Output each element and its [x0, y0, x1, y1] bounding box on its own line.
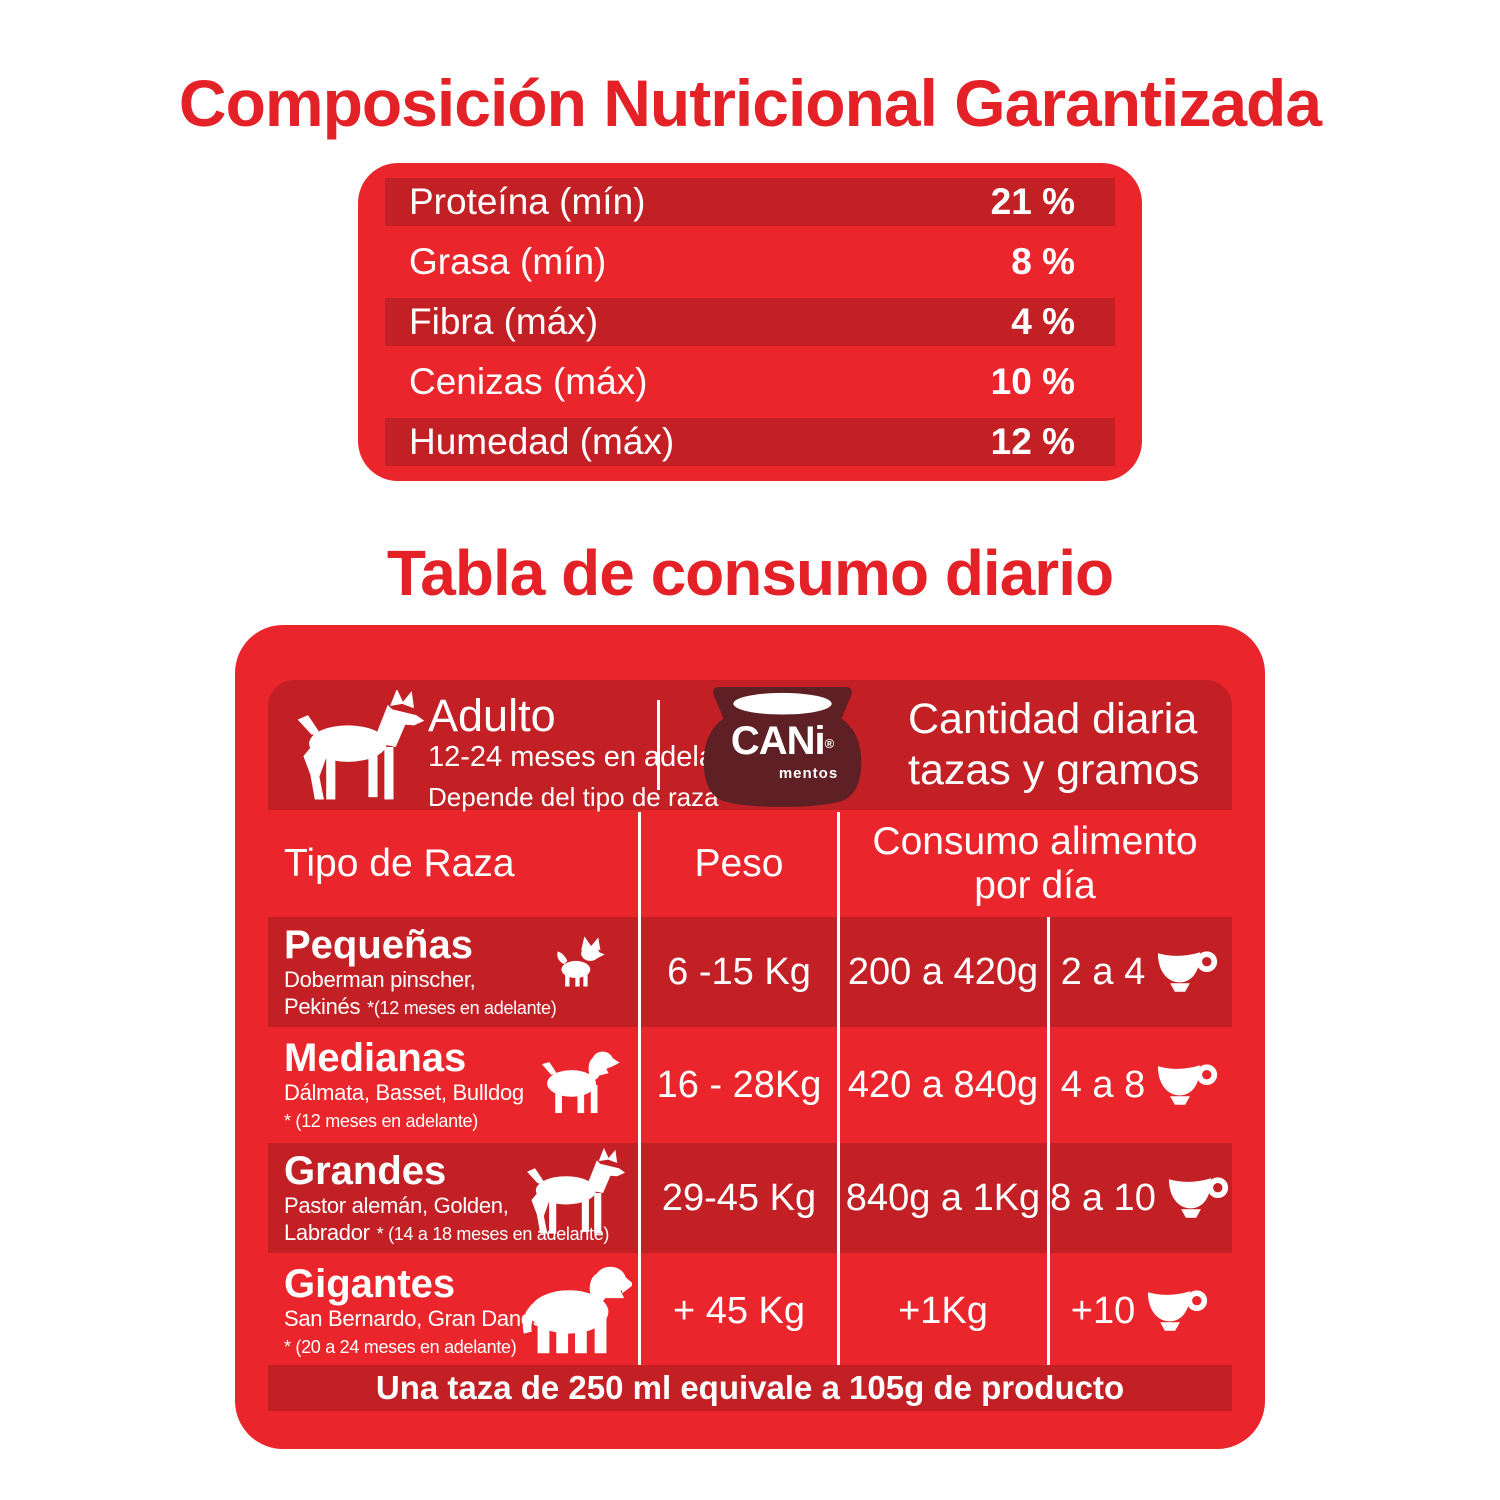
- cup-icon: [1168, 1175, 1230, 1221]
- cups-count: 2 a 4: [1060, 950, 1146, 993]
- cups-count: 4 a 8: [1060, 1063, 1146, 1106]
- consumption-title: Tabla de consumo diario: [386, 537, 1114, 609]
- breed-size-row: Gigantes San Bernardo, Gran Danés * (20 …: [268, 1256, 1232, 1366]
- weight-cell: + 45 Kg: [672, 1289, 806, 1332]
- column-headers: Tipo de Raza Peso Consumo alimento por d…: [268, 810, 1232, 917]
- breed-size-name: Gigantes: [284, 1262, 456, 1307]
- nutrition-box: Proteína (mín) 21 % Grasa (mín) 8 % Fibr…: [358, 163, 1142, 481]
- cups-cell: 4 a 8: [1048, 1062, 1232, 1108]
- nutrition-value: 12 %: [990, 421, 1075, 462]
- stage-block: Adulto 12-24 meses en adelante Depende d…: [428, 693, 755, 810]
- breed-examples: Pekinés *(12 meses en adelante): [284, 994, 557, 1019]
- nutrition-label: Grasa (mín): [409, 241, 607, 282]
- breed-size-row: Pequeñas Doberman pinscher, Pekinés *(12 …: [268, 917, 1232, 1027]
- grams-cell: 420 a 840g: [847, 1063, 1039, 1106]
- weight-cell: 6 -15 Kg: [667, 950, 811, 993]
- column-header-consumption: Consumo alimento por día: [872, 819, 1198, 907]
- column-divider: [638, 812, 641, 1366]
- breed-size-row: Medianas Dálmata, Basset, Bulldog * (12 …: [268, 1030, 1232, 1140]
- grams-cell: 840g a 1Kg: [845, 1176, 1041, 1219]
- footer-note: Una taza de 250 ml equivale a 105g de pr…: [268, 1365, 1232, 1411]
- breed-examples: Pastor alemán, Golden,: [284, 1193, 509, 1219]
- cups-cell: 2 a 4: [1048, 949, 1232, 995]
- cups-count: 8 a 10: [1050, 1176, 1156, 1219]
- daily-amount-title: Cantidad diaria tazas y gramos: [908, 695, 1200, 794]
- cup-icon: [1157, 1062, 1219, 1108]
- stage-name: Adulto: [428, 690, 556, 741]
- grams-cell: +1Kg: [898, 1289, 988, 1332]
- spaniel-dog-icon: [528, 1042, 624, 1116]
- nutrition-title: Composición Nutricional Garantizada: [178, 66, 1322, 140]
- breed-cell: Medianas Dálmata, Basset, Bulldog * (12 …: [268, 1030, 640, 1140]
- breed-size-name: Grandes: [284, 1149, 447, 1194]
- stage-age-range: 12-24 meses en adelante: [428, 741, 756, 773]
- nutrition-label: Humedad (máx): [409, 421, 675, 462]
- doberman-dog-icon: [284, 690, 430, 804]
- breed-cell: Pequeñas Doberman pinscher, Pekinés *(12 …: [268, 917, 640, 1027]
- consumption-rows: Pequeñas Doberman pinscher, Pekinés *(12 …: [268, 917, 1232, 1369]
- nutrition-label: Proteína (mín): [409, 181, 646, 222]
- weight-cell: 16 - 28Kg: [656, 1063, 822, 1106]
- cani-logo: CANi® mentos: [700, 685, 865, 807]
- breed-examples: Doberman pinscher,: [284, 967, 476, 993]
- cups-cell: 8 a 10: [1048, 1175, 1232, 1221]
- nutrition-value: 21 %: [990, 181, 1075, 222]
- breed-note: *(12 meses en adelante): [367, 998, 557, 1018]
- nutrition-value: 10 %: [990, 361, 1075, 402]
- cups-count: +10: [1070, 1289, 1136, 1332]
- column-divider: [1047, 917, 1050, 1366]
- column-divider: [837, 812, 840, 1366]
- breed-cell: Gigantes San Bernardo, Gran Danés * (20 …: [268, 1256, 640, 1366]
- table-header-band: Adulto 12-24 meses en adelante Depende d…: [268, 680, 1232, 810]
- consumption-table: Adulto 12-24 meses en adelante Depende d…: [235, 625, 1265, 1449]
- breed-note: * (20 a 24 meses en adelante): [284, 1337, 517, 1357]
- cani-wordmark: CANi®: [730, 719, 835, 763]
- cup-icon: [1147, 1288, 1209, 1334]
- column-header-breed: Tipo de Raza: [284, 841, 515, 885]
- breed-cell: Grandes Pastor alemán, Golden, Labrador *…: [268, 1143, 640, 1253]
- nutrition-row: Grasa (mín) 8 %: [385, 238, 1115, 286]
- doberman-dog-icon: [520, 1145, 626, 1241]
- breed-size-name: Medianas: [284, 1036, 467, 1081]
- nutrition-row: Proteína (mín) 21 %: [385, 178, 1115, 226]
- nutrition-row: Humedad (máx) 12 %: [385, 418, 1115, 466]
- breed-examples: * (12 meses en adelante): [284, 1107, 640, 1134]
- nutrition-value: 8 %: [1011, 241, 1075, 282]
- grams-cell: 200 a 420g: [847, 950, 1039, 993]
- saint-bernard-dog-icon: [514, 1258, 632, 1358]
- cup-icon: [1157, 949, 1219, 995]
- stage-note: Depende del tipo de raza*: [428, 782, 729, 812]
- breed-examples: Dálmata, Basset, Bulldog: [284, 1080, 524, 1106]
- nutrition-value: 4 %: [1011, 301, 1075, 342]
- breed-size-name: Pequeñas: [284, 923, 473, 968]
- band-divider: [657, 700, 660, 790]
- nutrition-label: Cenizas (máx): [409, 361, 648, 402]
- registered-mark: ®: [824, 736, 835, 751]
- nutrition-row: Fibra (máx) 4 %: [385, 298, 1115, 346]
- nutrition-row: Cenizas (máx) 10 %: [385, 358, 1115, 406]
- chihuahua-dog-icon: [546, 933, 610, 991]
- cani-sub-wordmark: mentos: [778, 765, 839, 782]
- nutrition-label: Fibra (máx): [409, 301, 599, 342]
- breed-examples: San Bernardo, Gran Danés: [284, 1306, 544, 1332]
- column-header-weight: Peso: [694, 841, 784, 885]
- weight-cell: 29-45 Kg: [661, 1176, 817, 1219]
- breed-size-row: Grandes Pastor alemán, Golden, Labrador *…: [268, 1143, 1232, 1253]
- breed-note: * (12 meses en adelante): [284, 1111, 478, 1131]
- breed-examples: * (20 a 24 meses en adelante): [284, 1333, 640, 1360]
- cups-cell: +10: [1048, 1288, 1232, 1334]
